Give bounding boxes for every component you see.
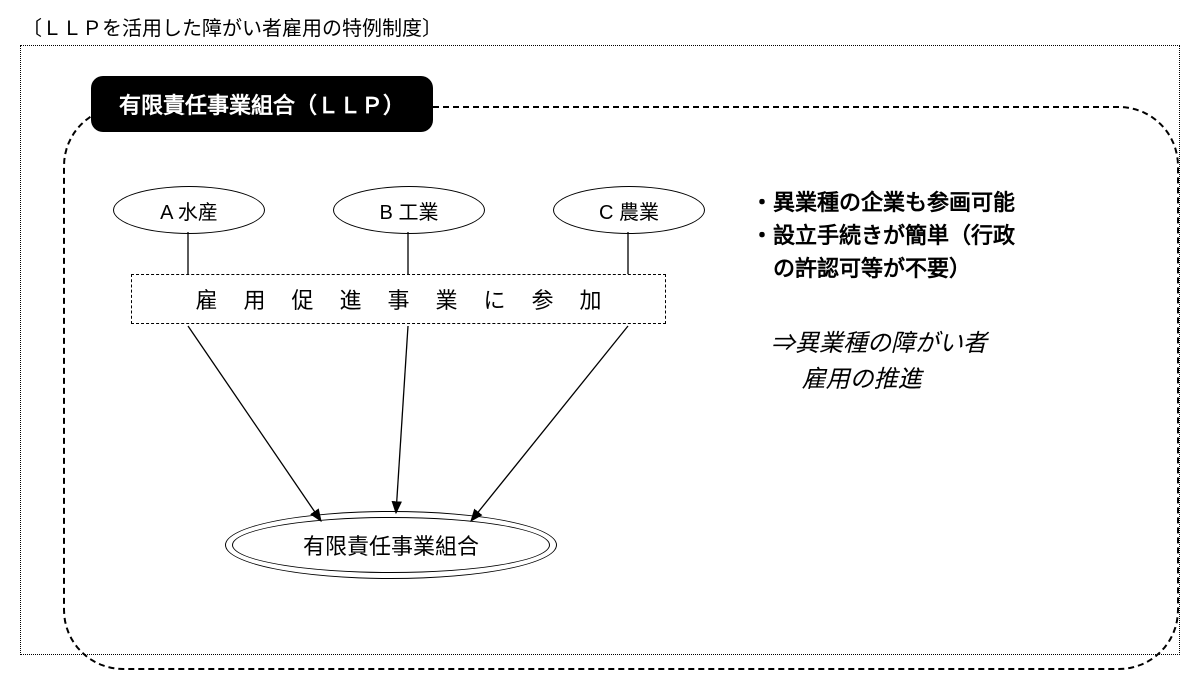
note-line-1: ・異業種の企業も参画可能: [751, 186, 1166, 219]
node-a-fisheries: A 水産: [113, 186, 265, 234]
outer-box: 有限責任事業組合（ＬＬＰ） A 水産 B 工業 C 農業 雇用促進事業に参加 有…: [20, 45, 1180, 655]
conclusion-line-2: 雇用の推進: [771, 362, 1166, 398]
note-line-2: ・設立手続きが簡単（行政: [751, 219, 1166, 252]
node-c-agriculture: C 農業: [553, 186, 705, 234]
node-llp-bottom: 有限責任事業組合: [225, 511, 557, 579]
node-llp-bottom-label: 有限責任事業組合: [232, 517, 550, 573]
llp-badge: 有限責任事業組合（ＬＬＰ）: [91, 76, 433, 132]
page-title: 〔ＬＬＰを活用した障がい者雇用の特例制度〕: [22, 12, 442, 41]
note-line-3: の許認可等が不要）: [751, 252, 1166, 285]
node-b-industry: B 工業: [333, 186, 485, 234]
notes-conclusion: ⇒異業種の障がい者 雇用の推進: [771, 326, 1166, 398]
notes-block: ・異業種の企業も参画可能 ・設立手続きが簡単（行政 の許認可等が不要）: [751, 186, 1166, 285]
conclusion-line-1: ⇒異業種の障がい者: [771, 326, 1166, 362]
node-employment-promotion: 雇用促進事業に参加: [131, 274, 666, 324]
